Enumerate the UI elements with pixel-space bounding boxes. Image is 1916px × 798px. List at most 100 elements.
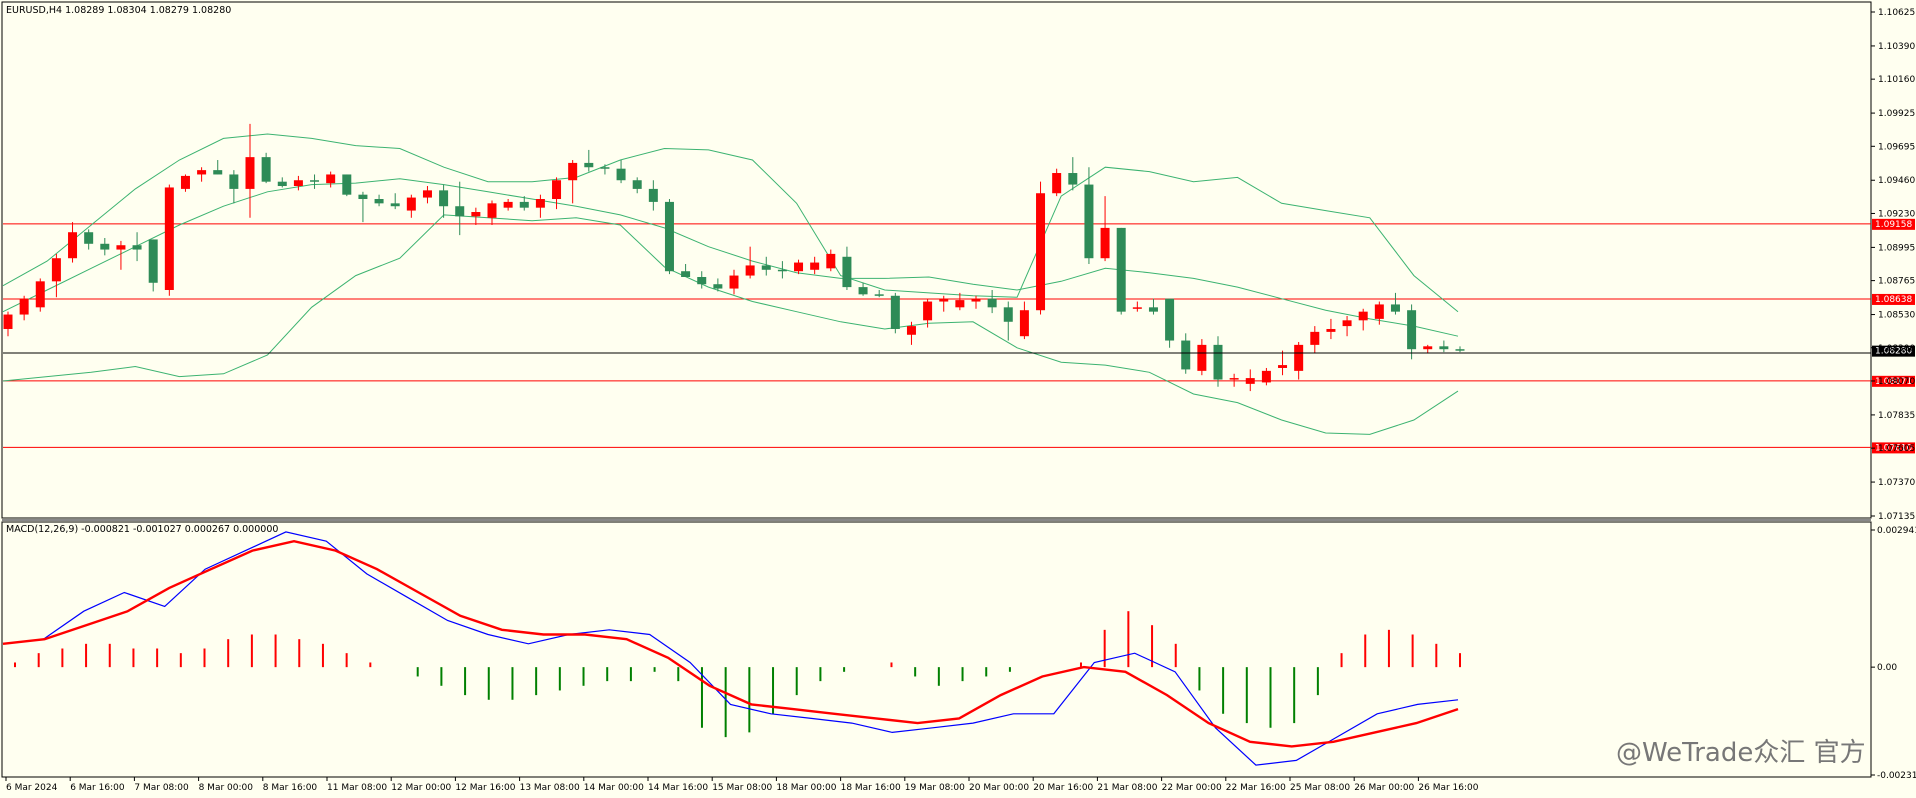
price-label: 1.07610 [1875,443,1912,453]
candle-bear [390,203,400,207]
macd-layer [2,531,1461,766]
candle-bear [439,190,449,207]
price-panel[interactable] [1,1,1872,519]
candle-bull [1229,378,1239,380]
candle-bull [68,232,78,259]
candle-bull [3,314,13,329]
candle-bear [842,256,852,288]
macd-tick-label: -0.002313 [1877,771,1916,781]
price-tick-label: 1.09460 [1878,176,1915,186]
price-tick-label: 1.10625 [1878,8,1915,18]
price-tick-label: 1.07135 [1878,512,1915,522]
candle-bull [19,298,29,315]
candle-bear [455,206,465,217]
candle-bear [310,180,320,182]
time-tick-label: 25 Mar 08:00 [1290,783,1350,793]
candle-bull [1197,344,1207,371]
candle-bear [229,174,239,189]
candle-bull [955,300,965,308]
time-axis: 6 Mar 2024 6 Mar 16:00 7 Mar 08:00 8 Mar 00… [5,777,1479,793]
price-tick-label: 1.07835 [1878,411,1915,421]
candle-bear [261,157,271,182]
candle-bear [616,168,626,181]
time-tick-label: 14 Mar 00:00 [584,783,644,793]
candle-bear [1455,349,1465,351]
candle-bear [987,298,997,308]
horizontal-lines-layer: 1.09158 1.08638 1.08071 1.07610 1.08280 [3,218,1915,454]
time-tick-label: 11 Mar 08:00 [327,783,387,793]
candle-bull [471,212,481,217]
candle-bull [1278,365,1288,368]
candle-bear [761,265,771,270]
candle-bull [826,253,836,269]
candle-bull [1052,173,1062,194]
price-label: 1.09158 [1875,220,1912,230]
time-tick-label: 6 Mar 2024 [6,783,58,793]
candle-bear [132,245,142,250]
candle-bear [1084,184,1094,259]
candle-bull [568,162,578,181]
candle-bull [971,298,981,302]
candle-bull [552,180,562,200]
price-label-box [1872,218,1915,230]
candle-bear [697,276,707,285]
candle-bull [535,199,545,208]
candle-bull [1326,328,1336,332]
candle-bear [648,188,658,202]
candle-bull [906,326,916,335]
candle-bear [1148,307,1158,312]
macd-tick-label: 0.00 [1877,663,1897,673]
price-tick-label: 1.08300 [1878,344,1915,354]
candle-bull [422,190,432,198]
time-tick-label: 18 Mar 16:00 [841,783,901,793]
candle-bear [1390,304,1400,312]
price-tick-label: 1.08530 [1878,311,1915,321]
candle-bull [35,281,45,308]
candle-bear [84,232,94,244]
candle-bull [164,187,174,290]
candle-bear [664,201,674,272]
candle-bear [100,243,110,250]
time-tick-label: 18 Mar 00:00 [776,783,836,793]
macd-panel[interactable] [1,521,1872,778]
candle-bear [148,239,158,283]
candle-bear [713,284,723,289]
price-label-box [1872,375,1915,387]
candle-bear [858,287,868,295]
candle-bear [342,174,352,195]
price-label-box [1872,442,1915,454]
time-tick-label: 19 Mar 08:00 [905,783,965,793]
candle-bull [794,262,804,272]
candle-bull [406,197,416,211]
candle-bull [810,262,820,270]
candle-bear [1439,346,1449,350]
price-tick-label: 1.07370 [1878,478,1915,488]
price-label-box [1872,293,1915,305]
candle-bull [939,298,949,302]
candle-bear [874,294,884,296]
candle-bull [1294,344,1304,371]
time-tick-label: 22 Mar 16:00 [1226,783,1286,793]
time-tick-label: 14 Mar 16:00 [648,783,708,793]
candle-bear [1407,310,1417,350]
macd-header: MACD(12,26,9) -0.000821 -0.001027 0.0002… [6,524,278,535]
candle-bull [197,170,207,175]
candle-bear [1213,344,1223,380]
candle-bear [1116,227,1126,312]
candle-bear [1181,340,1191,370]
price-label: 1.08638 [1875,295,1912,305]
candle-bull [503,201,513,208]
time-tick-label: 7 Mar 08:00 [134,783,189,793]
bollinger-lower [2,214,1459,435]
candle-bull [180,175,190,189]
candle-bull [1100,227,1110,259]
candle-bear [277,181,287,187]
price-tick-label: 1.09695 [1878,142,1915,152]
candle-bear [519,201,529,208]
candle-bull [1132,307,1142,309]
candle-bear [632,180,642,189]
time-tick-label: 26 Mar 00:00 [1354,783,1414,793]
macd-axis: 0.002941 0.00 -0.002313 [1871,526,1916,781]
